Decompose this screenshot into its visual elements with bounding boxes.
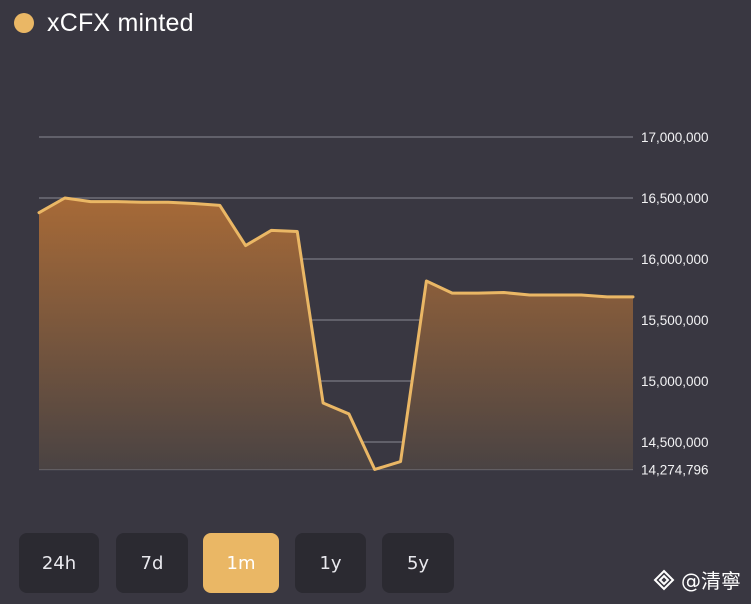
y-axis-ticks: 17,000,000 16,500,000 16,000,000 15,500,000… xyxy=(641,130,709,477)
y-tick-label: 14,500,000 xyxy=(641,435,709,450)
y-tick-label: 15,500,000 xyxy=(641,313,709,328)
y-tick-label: 16,500,000 xyxy=(641,191,709,206)
range-button-7d[interactable]: 7d xyxy=(116,533,188,593)
y-tick-label: 15,000,000 xyxy=(641,374,709,389)
y-tick-label: 14,274,796 xyxy=(641,462,709,477)
watermark: @清寧 xyxy=(651,565,741,594)
watermark-text: @清寧 xyxy=(681,565,741,594)
area-fill xyxy=(39,198,633,469)
y-tick-label: 16,000,000 xyxy=(641,252,709,267)
range-button-24h[interactable]: 24h xyxy=(19,533,99,593)
range-button-5y[interactable]: 5y xyxy=(382,533,454,593)
y-tick-label: 17,000,000 xyxy=(641,130,709,145)
diamond-logo-icon xyxy=(651,569,677,591)
range-button-1m[interactable]: 1m xyxy=(203,533,279,593)
series-area xyxy=(39,198,633,469)
range-button-1y[interactable]: 1y xyxy=(295,533,366,593)
